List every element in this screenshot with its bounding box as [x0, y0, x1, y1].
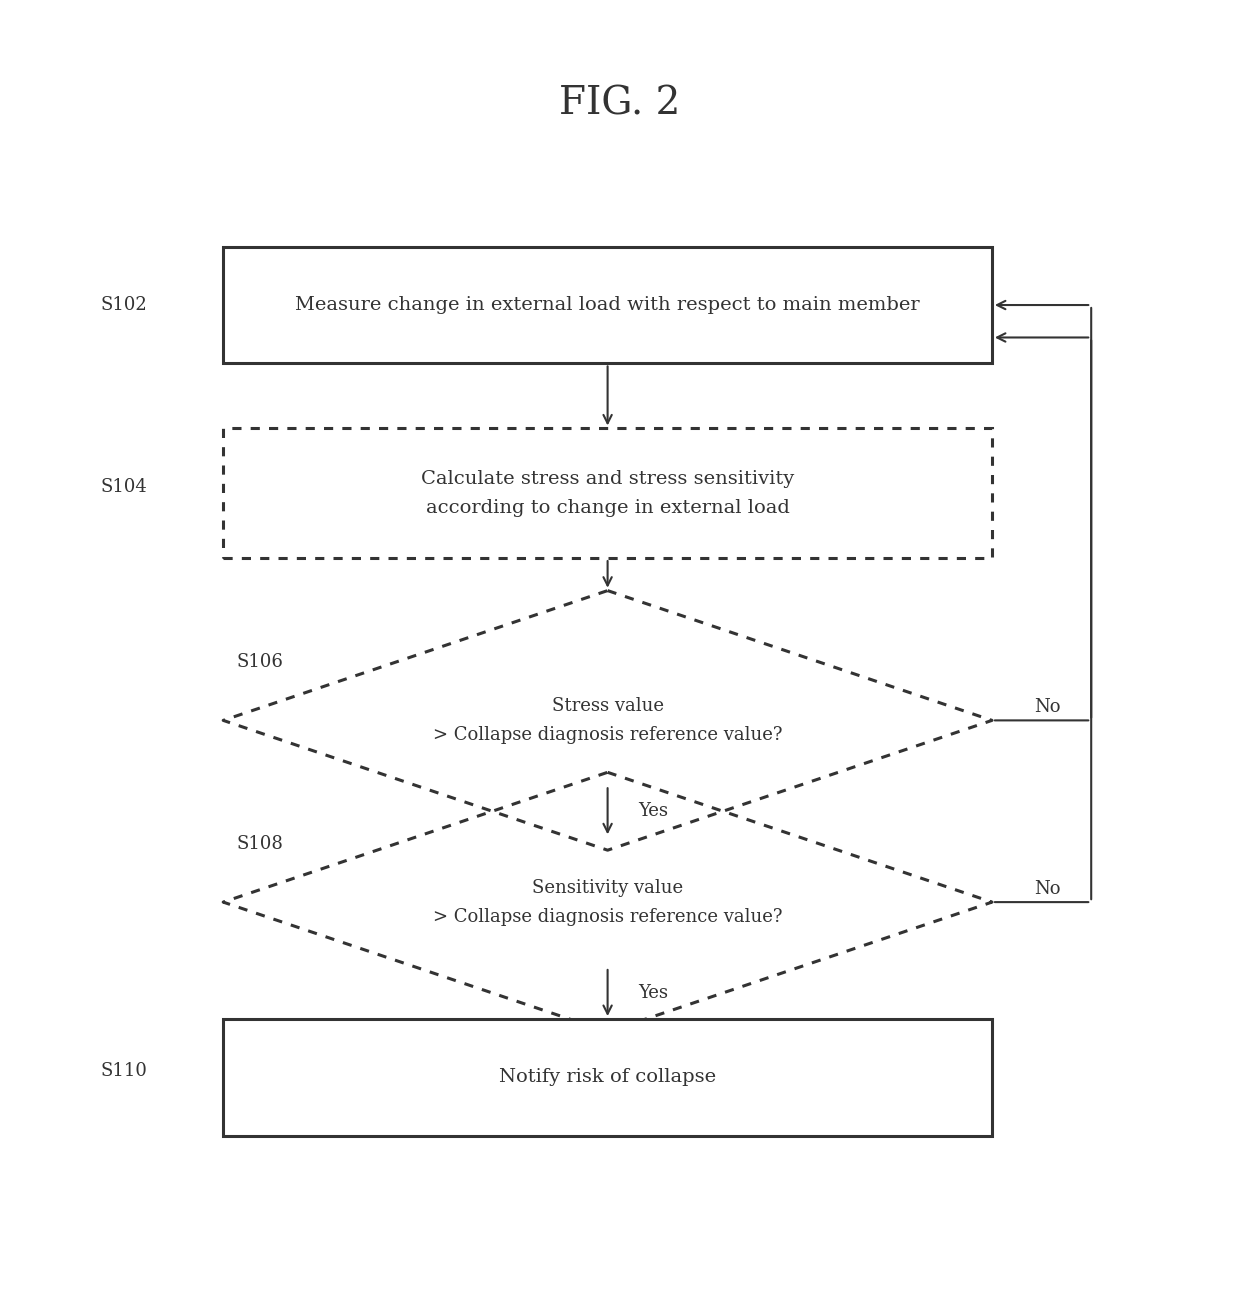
Text: Yes: Yes [639, 802, 668, 820]
Polygon shape [223, 772, 992, 1032]
FancyBboxPatch shape [223, 1019, 992, 1136]
Text: Yes: Yes [639, 984, 668, 1002]
Polygon shape [223, 591, 992, 850]
Text: Notify risk of collapse: Notify risk of collapse [498, 1068, 717, 1086]
Text: No: No [1034, 698, 1061, 716]
FancyBboxPatch shape [223, 428, 992, 558]
Text: S108: S108 [237, 835, 284, 853]
Text: Sensitivity value
> Collapse diagnosis reference value?: Sensitivity value > Collapse diagnosis r… [433, 879, 782, 925]
Text: No: No [1034, 880, 1061, 898]
Text: Measure change in external load with respect to main member: Measure change in external load with res… [295, 296, 920, 314]
Text: Calculate stress and stress sensitivity
according to change in external load: Calculate stress and stress sensitivity … [420, 470, 795, 517]
Text: FIG. 2: FIG. 2 [559, 86, 681, 122]
Text: S104: S104 [100, 478, 148, 496]
FancyBboxPatch shape [223, 247, 992, 363]
Text: Stress value
> Collapse diagnosis reference value?: Stress value > Collapse diagnosis refere… [433, 697, 782, 744]
Text: S110: S110 [100, 1062, 148, 1080]
Text: S106: S106 [237, 653, 284, 671]
Text: S102: S102 [100, 296, 148, 314]
